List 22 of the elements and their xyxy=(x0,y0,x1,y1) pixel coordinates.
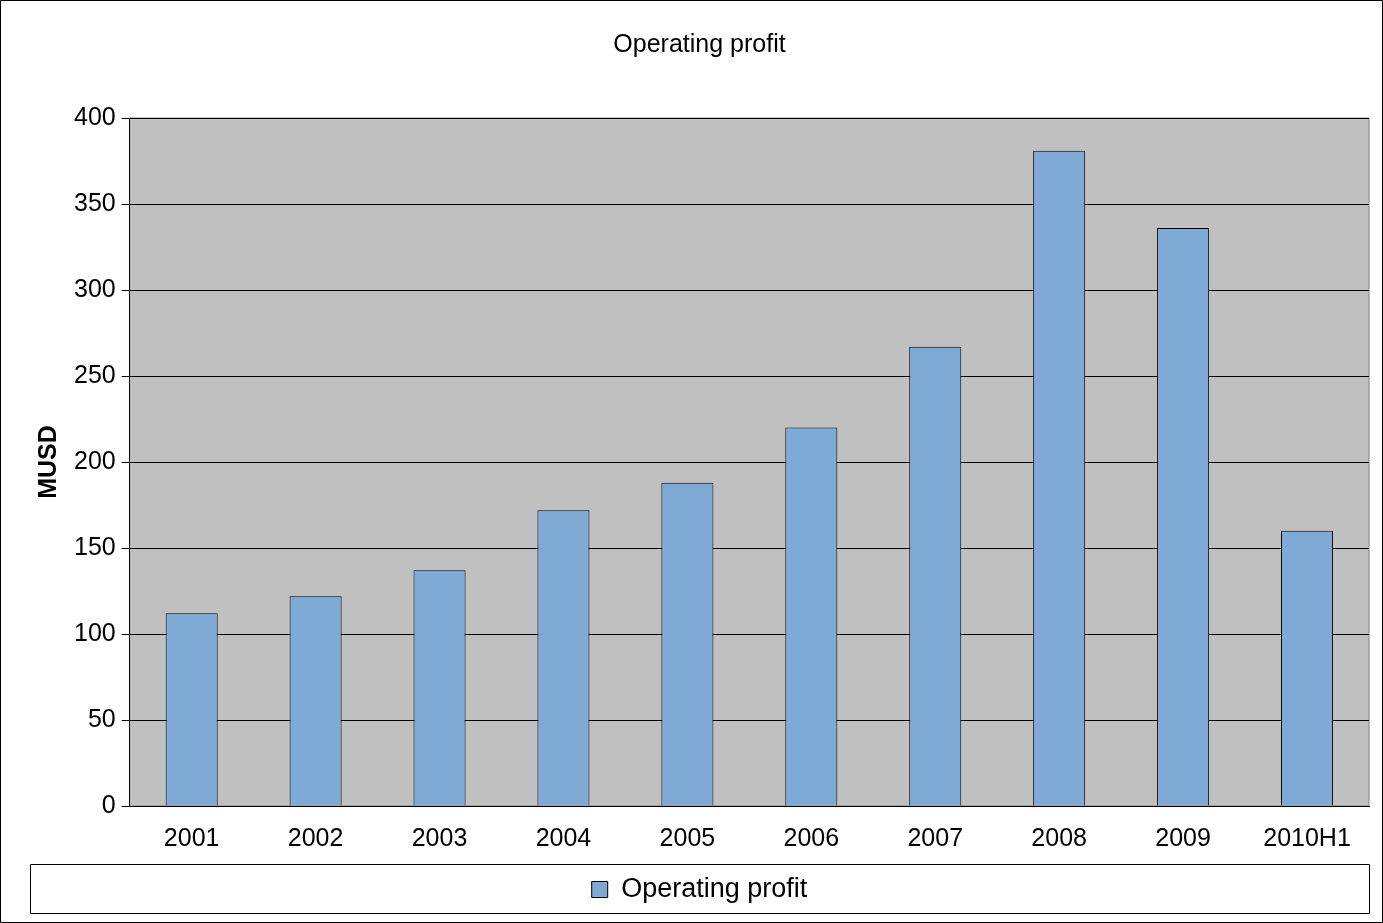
y-tick-label: 250 xyxy=(73,359,116,388)
y-tick-label: 150 xyxy=(73,531,116,560)
y-tick-label: 0 xyxy=(101,789,116,818)
x-tick-label: 2009 xyxy=(1155,822,1211,851)
y-tick-label: 100 xyxy=(73,617,116,646)
y-tick-label: 350 xyxy=(73,187,116,216)
x-tick-label: 2001 xyxy=(163,822,220,851)
x-tick-label: 2005 xyxy=(659,822,716,851)
x-tick-label: 2006 xyxy=(783,822,840,851)
y-tick-label: 400 xyxy=(73,101,116,130)
x-tick-label: 2003 xyxy=(411,822,468,851)
legend-label: Operating profit xyxy=(621,872,808,903)
x-tick-label: 2007 xyxy=(907,822,964,851)
x-tick-label: 2004 xyxy=(535,822,592,851)
y-axis-title: MUSD xyxy=(32,425,61,499)
x-tick-label: 2008 xyxy=(1031,822,1087,851)
y-tick-label: 300 xyxy=(73,273,116,302)
y-tick-label: 50 xyxy=(87,703,116,732)
chart-title: Operating profit xyxy=(613,28,786,57)
y-tick-label: 200 xyxy=(73,445,116,474)
x-tick-label: 2002 xyxy=(287,822,344,851)
x-tick-label: 2010H1 xyxy=(1263,822,1351,851)
